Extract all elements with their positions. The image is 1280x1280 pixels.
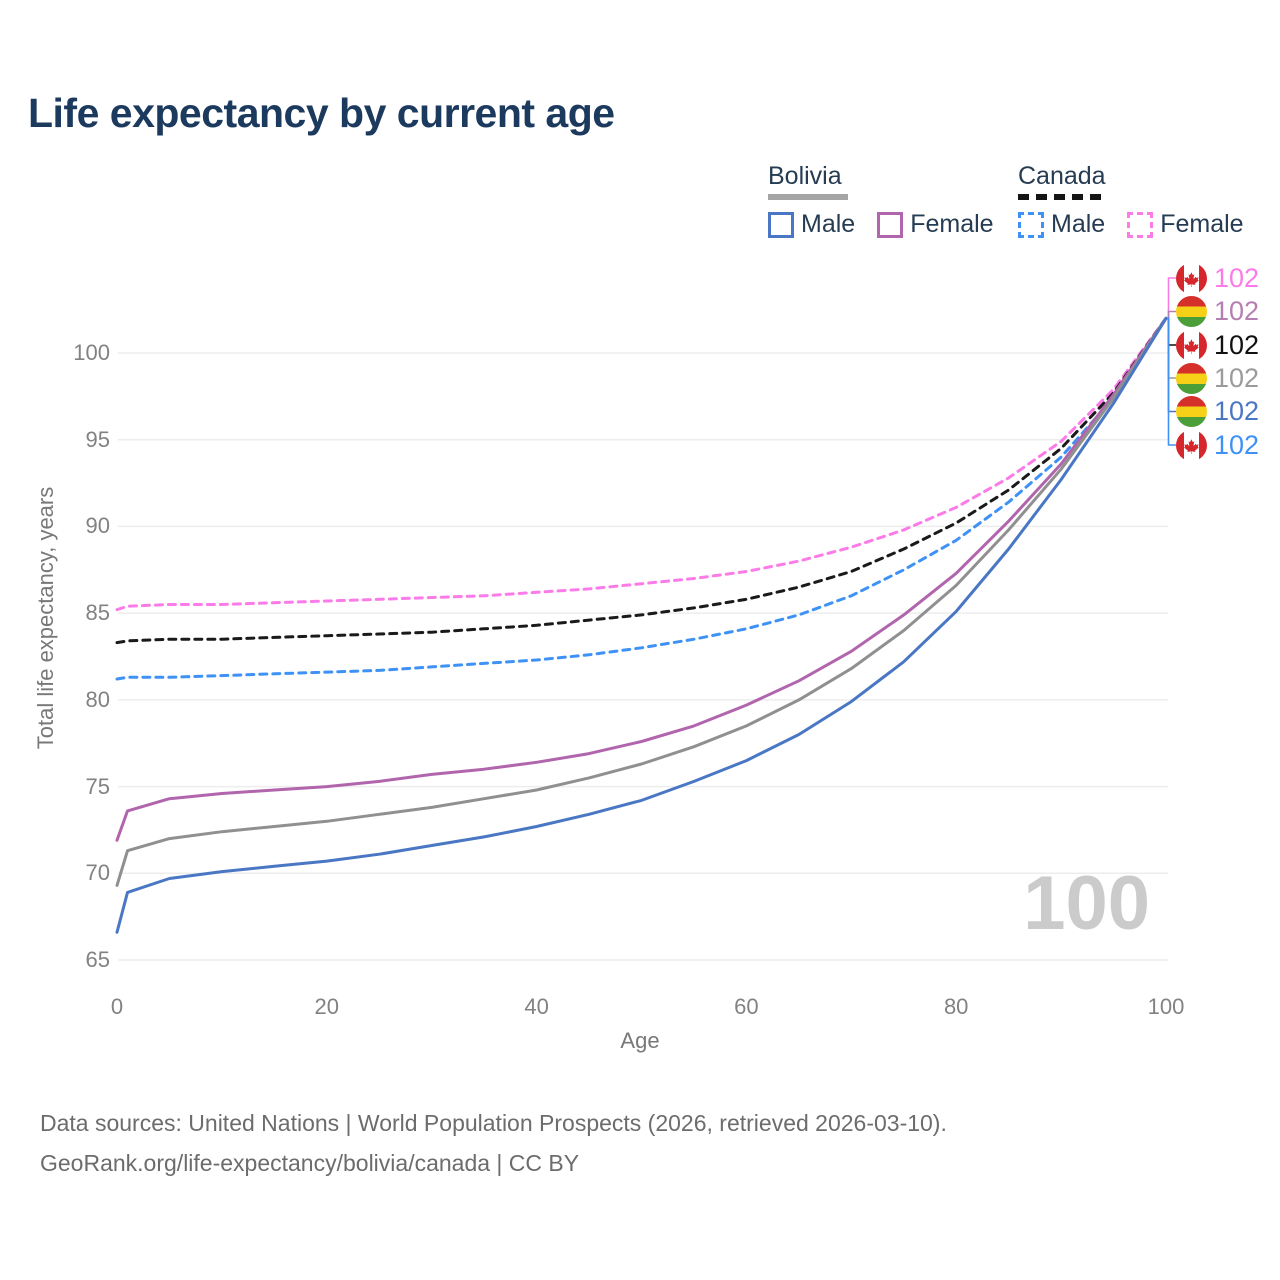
end-label-leader-line (1166, 317, 1176, 413)
series-line-bolivia-female[interactable] (115, 316, 1168, 842)
end-label-leader-line (1166, 310, 1176, 320)
y-tick-label-70: 70 (85, 860, 110, 886)
end-label-value: 102 (1214, 329, 1260, 360)
legend-group-canada-label: Canada (1018, 162, 1106, 190)
end-label-leader-line (1166, 317, 1176, 379)
legend-group-bolivia-label: Bolivia (768, 162, 842, 190)
age-watermark: 100 (1023, 861, 1150, 946)
end-label-row-canada-male: 102 (1176, 429, 1259, 462)
legend-item-label: Male (1051, 210, 1106, 238)
bolivia-female-swatch-icon (877, 211, 904, 238)
legend-item-label: Female (910, 210, 994, 238)
end-label-row-bolivia-female: 102 (1176, 295, 1259, 328)
end-label-row-canada-both-sexes: 102 (1176, 329, 1259, 362)
x-tick-label-100: 100 (1147, 994, 1185, 1019)
series-line-canada-both-sexes[interactable] (115, 316, 1168, 645)
attribution-text: GeoRank.org/life-expectancy/bolivia/cana… (40, 1150, 580, 1176)
end-label-value: 102 (1214, 262, 1260, 293)
x-tick-label-40: 40 (524, 994, 549, 1019)
x-tick-label-0: 0 (110, 994, 124, 1019)
series-line-bolivia-male[interactable] (115, 316, 1168, 934)
end-label-value: 102 (1214, 429, 1260, 460)
end-label-leader-line (1166, 317, 1176, 446)
bolivia-flag-icon (1176, 296, 1207, 327)
legend-item-canada-female[interactable]: Female (1127, 210, 1244, 239)
y-tick-label-65: 65 (85, 947, 110, 972)
series-line-canada-male[interactable] (115, 316, 1168, 681)
legend-item-bolivia-female[interactable]: Female (877, 210, 994, 239)
bolivia-flag-icon (1176, 362, 1207, 394)
y-tick-label-85: 85 (85, 600, 110, 626)
legend-canada-dashed-line-sample (1018, 194, 1106, 200)
x-tick-label-60: 60 (734, 994, 759, 1019)
canada-flag-icon (1176, 329, 1207, 361)
legend-group-canada: Canada Male Female (1018, 162, 1244, 239)
end-label-row-canada-female: 102 (1176, 262, 1259, 295)
series-line-bolivia-both-sexes[interactable] (115, 316, 1168, 887)
end-label-row-bolivia-both-sexes: 102 (1176, 362, 1259, 395)
end-label-value: 102 (1214, 362, 1260, 393)
y-tick-label-95: 95 (85, 426, 110, 452)
legend-bolivia-solid-line-sample (768, 194, 848, 200)
canada-flag-icon (1176, 262, 1207, 294)
bolivia-flag-icon (1176, 396, 1207, 427)
x-tick-label-20: 20 (314, 994, 340, 1019)
legend-item-label: Male (801, 210, 856, 238)
bolivia-male-swatch-icon (768, 211, 794, 238)
y-axis-title: Total life expectancy, years (33, 486, 58, 750)
y-tick-label-75: 75 (85, 773, 110, 799)
chart-title: Life expectancy by current age (28, 90, 615, 136)
series-line-canada-female[interactable] (115, 316, 1168, 612)
data-sources-text: Data sources: United Nations | World Pop… (40, 1110, 947, 1136)
end-label-row-bolivia-male: 102 (1176, 395, 1259, 428)
legend-group-bolivia: Bolivia Male Female (768, 162, 994, 239)
legend-item-bolivia-male[interactable]: Male (768, 210, 855, 239)
canada-female-swatch-icon (1127, 211, 1154, 238)
canada-male-swatch-icon (1018, 211, 1044, 238)
end-label-value: 102 (1214, 396, 1260, 426)
end-label-value: 102 (1214, 296, 1260, 326)
y-tick-label-80: 80 (85, 686, 110, 712)
y-tick-label-100: 100 (73, 340, 110, 365)
x-axis-title: Age (620, 1028, 660, 1053)
legend-item-canada-male[interactable]: Male (1018, 210, 1105, 239)
legend-item-label: Female (1160, 210, 1244, 238)
x-tick-label-80: 80 (943, 994, 969, 1019)
canada-flag-icon (1176, 429, 1207, 461)
y-tick-label-90: 90 (85, 513, 110, 539)
end-label-leader-line (1166, 317, 1176, 346)
